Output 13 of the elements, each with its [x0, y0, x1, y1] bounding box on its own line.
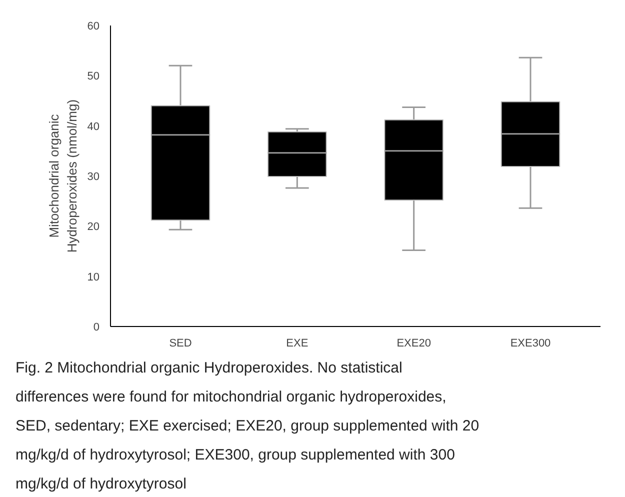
x-tick-label: SED [169, 338, 192, 350]
caption: Fig. 2 Mitochondrial organic Hydroperoxides. No statistical differences were found for mitochondrial organic hydroperoxides, SED, sedentary; EXE exercised; EXE20, group supplemented with 20 mg/kg/d of hydroxytyrosol; EXE300, group supplemented with 300 mg/kg/d of hydroxytyrosol [16, 360, 480, 492]
y-tick-label: 60 [87, 20, 100, 32]
y-tick-label: 50 [87, 70, 100, 83]
y-axis-title: Mitochondrial organic Hydroperoxides (nmol/mg) [46, 99, 80, 253]
y-tick-label: 40 [87, 120, 100, 133]
x-tick-label: EXE [286, 338, 308, 350]
y-tick-label: 20 [87, 221, 100, 234]
x-tick-label: EXE300 [510, 338, 551, 350]
y-tick-label: 10 [87, 271, 100, 284]
y-tick-label: 30 [87, 171, 100, 183]
x-tick-label: EXE20 [396, 338, 431, 350]
y-tick-label: 0 [93, 322, 100, 334]
